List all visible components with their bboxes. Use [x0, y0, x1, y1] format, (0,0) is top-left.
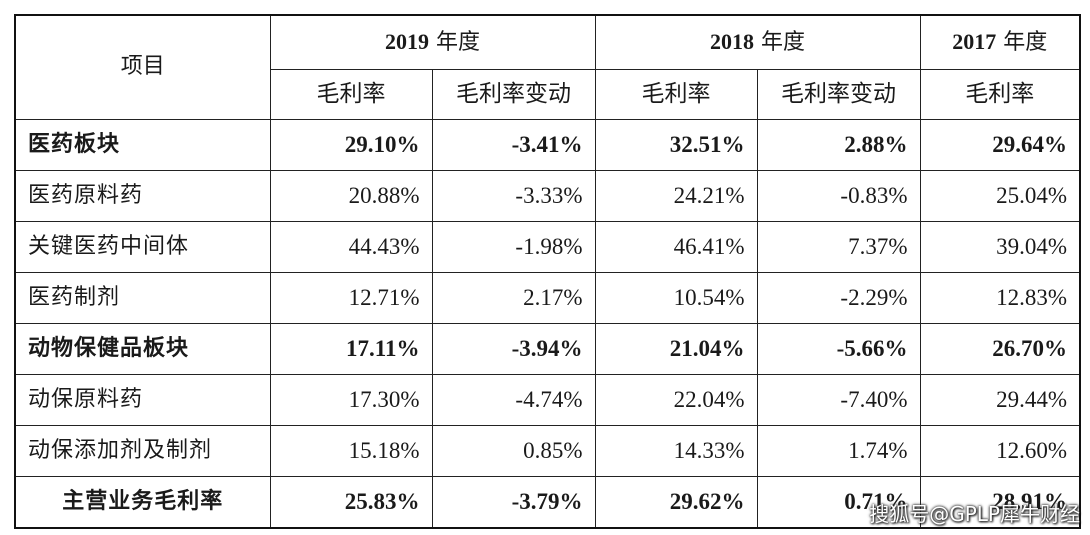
- value-cell: -4.74%: [431, 373, 596, 426]
- value-cell: 7.37%: [756, 220, 921, 273]
- table-row: 医药板块 29.10% -3.41% 32.51% 2.88% 29.64%: [14, 118, 1081, 171]
- item-header: 项目: [14, 14, 271, 120]
- sub-header-gross-margin: 毛利率: [919, 68, 1081, 120]
- value-cell: 26.70%: [919, 322, 1081, 375]
- value-cell: 29.10%: [269, 118, 433, 171]
- value-cell: 25.04%: [919, 169, 1081, 222]
- value-cell: 29.62%: [594, 475, 758, 528]
- row-label: 关键医药中间体: [14, 220, 271, 273]
- row-label: 主营业务毛利率: [14, 475, 271, 528]
- value-cell: 20.88%: [269, 169, 433, 222]
- value-cell: 2.88%: [756, 118, 921, 171]
- sub-header-margin-change: 毛利率变动: [431, 68, 596, 120]
- value-cell: 25.83%: [269, 475, 433, 528]
- value-cell: 46.41%: [594, 220, 758, 273]
- sub-header-gross-margin: 毛利率: [269, 68, 433, 120]
- value-cell: 21.04%: [594, 322, 758, 375]
- row-label: 动保添加剂及制剂: [14, 424, 271, 477]
- table-row: 动保原料药 17.30% -4.74% 22.04% -7.40% 29.44%: [14, 373, 1081, 426]
- value-cell: -5.66%: [756, 322, 921, 375]
- value-cell: 1.74%: [756, 424, 921, 477]
- value-cell: -3.41%: [431, 118, 596, 171]
- table-row: 动保添加剂及制剂 15.18% 0.85% 14.33% 1.74% 12.60%: [14, 424, 1081, 477]
- value-cell: 29.44%: [919, 373, 1081, 426]
- table-row: 关键医药中间体 44.43% -1.98% 46.41% 7.37% 39.04%: [14, 220, 1081, 273]
- row-label: 医药板块: [14, 118, 271, 171]
- gross-margin-table: 项目 2019 年度 2018 年度 2017 年度 毛利率 毛利率变动 毛利率…: [14, 14, 1081, 529]
- row-label: 动物保健品板块: [14, 322, 271, 375]
- sub-header-margin-change: 毛利率变动: [756, 68, 921, 120]
- year-header-2019: 2019 年度: [269, 14, 596, 70]
- value-cell: -3.33%: [431, 169, 596, 222]
- value-cell: 32.51%: [594, 118, 758, 171]
- value-cell: 10.54%: [594, 271, 758, 324]
- value-cell: 39.04%: [919, 220, 1081, 273]
- value-cell: 12.60%: [919, 424, 1081, 477]
- value-cell: 28.91%: [919, 475, 1081, 528]
- row-label: 医药制剂: [14, 271, 271, 324]
- row-label: 医药原料药: [14, 169, 271, 222]
- value-cell: 17.11%: [269, 322, 433, 375]
- value-cell: -3.94%: [431, 322, 596, 375]
- value-cell: -3.79%: [431, 475, 596, 528]
- row-label: 动保原料药: [14, 373, 271, 426]
- value-cell: -2.29%: [756, 271, 921, 324]
- year-header-2017: 2017 年度: [919, 14, 1081, 70]
- value-cell: -1.98%: [431, 220, 596, 273]
- table-row: 主营业务毛利率 25.83% -3.79% 29.62% 0.71% 28.91%: [14, 475, 1081, 528]
- year-header-2018: 2018 年度: [594, 14, 921, 70]
- table-row: 动物保健品板块 17.11% -3.94% 21.04% -5.66% 26.70%: [14, 322, 1081, 375]
- value-cell: 14.33%: [594, 424, 758, 477]
- value-cell: 15.18%: [269, 424, 433, 477]
- value-cell: 22.04%: [594, 373, 758, 426]
- sub-header-gross-margin: 毛利率: [594, 68, 758, 120]
- table-row: 医药原料药 20.88% -3.33% 24.21% -0.83% 25.04%: [14, 169, 1081, 222]
- value-cell: 12.83%: [919, 271, 1081, 324]
- table-row: 医药制剂 12.71% 2.17% 10.54% -2.29% 12.83%: [14, 271, 1081, 324]
- value-cell: 29.64%: [919, 118, 1081, 171]
- value-cell: 17.30%: [269, 373, 433, 426]
- value-cell: 0.85%: [431, 424, 596, 477]
- watermark: 搜狐号@GPLP犀牛财经: [869, 502, 1080, 526]
- value-cell: 12.71%: [269, 271, 433, 324]
- value-cell: -7.40%: [756, 373, 921, 426]
- value-cell: -0.83%: [756, 169, 921, 222]
- value-cell: 44.43%: [269, 220, 433, 273]
- value-cell: 2.17%: [431, 271, 596, 324]
- value-cell: 24.21%: [594, 169, 758, 222]
